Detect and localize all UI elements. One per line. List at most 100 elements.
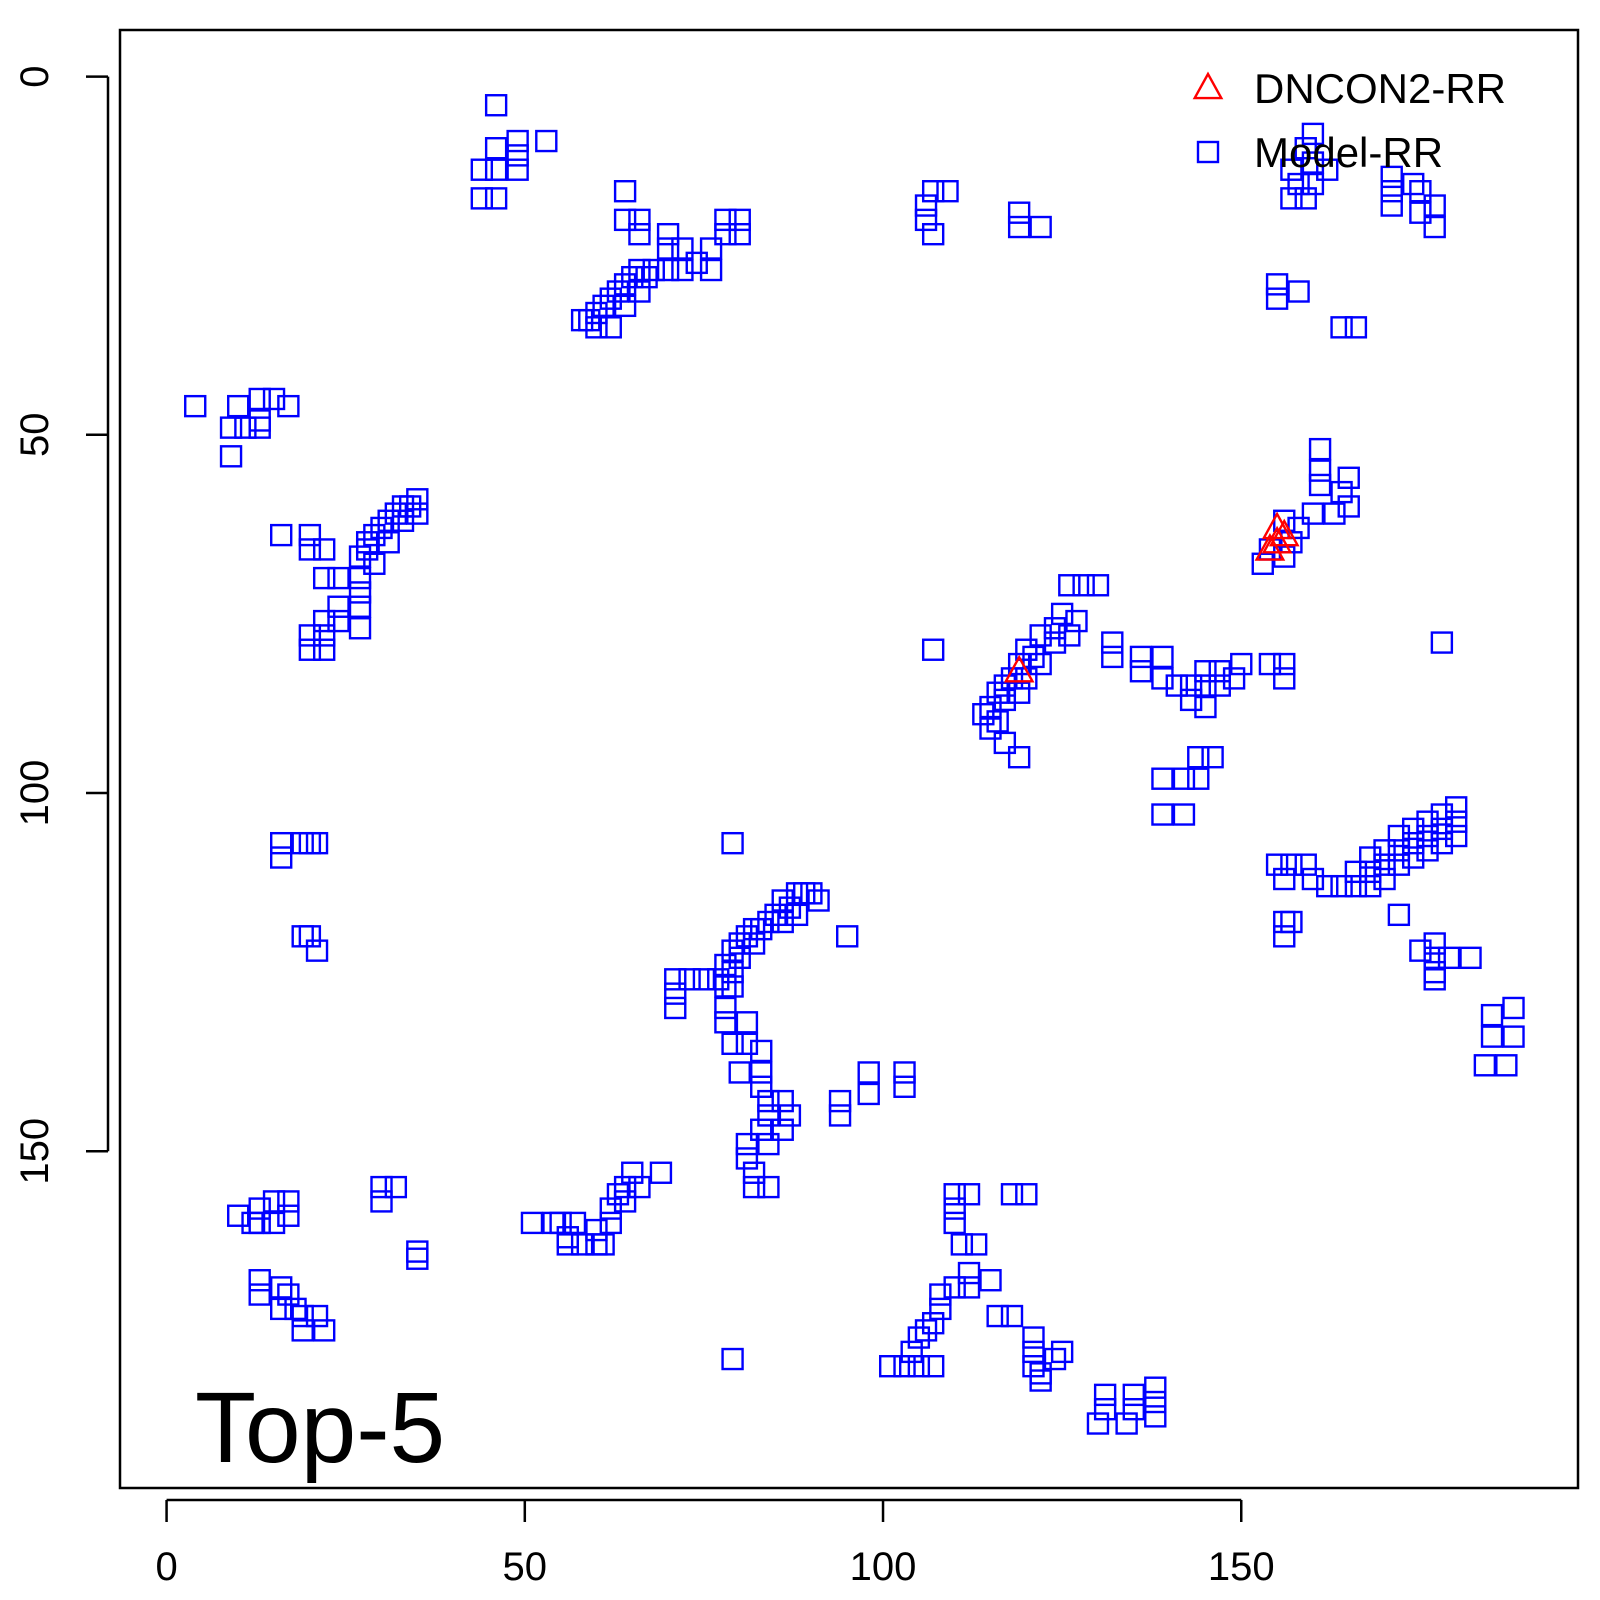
model-rr-point [771,1089,794,1113]
model-rr-point [1187,767,1210,790]
model-rr-point [771,1118,794,1141]
model-rr-point [391,509,415,532]
model-rr-point [735,1032,759,1055]
model-rr-point [1409,939,1432,962]
model-rr-point [1165,674,1188,697]
model-rr-point [728,946,751,970]
model-rr-point [219,416,243,439]
model-rr-point [370,516,393,540]
model-rr-point [993,674,1017,697]
model-rr-point [291,1319,314,1342]
model-rr-point [234,416,257,439]
model-rr-point [664,996,687,1020]
y-tick-label: 0 [13,65,57,87]
model-rr-point [1402,172,1425,196]
model-rr-point [1151,667,1174,690]
model-rr-point [277,1204,300,1227]
model-rr-point [355,531,379,554]
model-rr-point [535,129,558,153]
model-rr-point [943,1197,966,1220]
model-rr-point [1015,1183,1038,1206]
model-rr-point [377,509,400,532]
model-rr-point [1430,631,1454,654]
model-rr-point [1072,574,1095,597]
model-rr-point [312,538,336,561]
model-rr-point [1330,874,1353,898]
model-rr-point [1380,180,1403,203]
model-rr-point [1101,631,1124,654]
model-rr-point [1287,172,1310,196]
x-tick-label: 150 [1208,1545,1275,1589]
model-rr-point [1230,652,1253,676]
legend-square-marker [1196,140,1220,164]
model-rr-point [1337,466,1360,489]
model-rr-point [1359,846,1382,869]
x-axis: 0 50 100 150 [155,1498,1275,1589]
model-rr-point [1480,1003,1504,1027]
model-rr-point [714,222,737,246]
model-rr-point [771,889,794,912]
model-rr-point [570,308,594,332]
model-rr-point [714,996,737,1020]
model-rr-point [277,1190,300,1213]
model-rr-point [921,1312,945,1335]
model-rr-point [1502,996,1525,1020]
points-layer [184,94,1525,1435]
model-rr-point [628,280,651,303]
model-rr-point [1344,316,1368,339]
model-rr-point [1280,910,1303,934]
model-rr-point [1502,1025,1525,1048]
model-rr-point [1445,796,1468,819]
model-rr-point [599,1211,622,1235]
model-rr-point [406,488,429,511]
model-rr-point [742,1161,766,1184]
model-rr-point [1029,624,1052,647]
model-rr-point [570,1233,594,1256]
model-rr-point [520,1211,544,1235]
model-rr-point [757,1132,780,1156]
model-rr-point [1409,180,1432,203]
model-rr-point [750,1039,773,1063]
model-rr-point [1330,316,1353,339]
model-rr-point [506,144,529,167]
model-rr-point [227,1204,250,1227]
model-rr-point [1308,459,1332,482]
model-rr-point [986,710,1009,733]
model-rr-point [1344,860,1368,884]
model-rr-point [628,1175,651,1199]
model-rr-point [298,925,322,948]
model-rr-point [1301,172,1325,196]
model-rr-point [1423,932,1446,955]
model-rr-point [1000,1304,1024,1328]
model-rr-point [1043,1347,1067,1371]
model-rr-point [1359,860,1382,884]
model-rr-point [284,1297,307,1321]
model-rr-point [384,1175,408,1199]
model-rr-point [656,237,680,260]
model-rr-point [757,910,780,934]
model-rr-point [262,1190,286,1213]
model-rr-point [184,394,207,418]
model-rr-point [1380,165,1403,189]
model-rr-point [312,624,336,647]
model-rr-point [270,846,293,869]
model-rr-point [613,1175,637,1199]
model-rr-point [563,1211,587,1235]
model-rr-point [599,316,622,339]
model-rr-point [692,968,716,991]
model-rr-point [757,1089,780,1113]
dncon2-rr-point [1003,654,1035,683]
model-rr-point [1000,1183,1024,1206]
model-rr-point [921,180,945,203]
model-rr-point [979,717,1002,740]
model-rr-point [291,1304,314,1328]
model-rr-point [893,1355,916,1378]
model-rr-point [979,1269,1002,1292]
model-rr-point [986,1304,1009,1328]
model-rr-point [1308,473,1332,497]
model-rr-point [1273,545,1296,568]
model-rr-point [893,1061,916,1084]
model-rr-point [592,1233,615,1256]
model-rr-point [613,208,637,232]
